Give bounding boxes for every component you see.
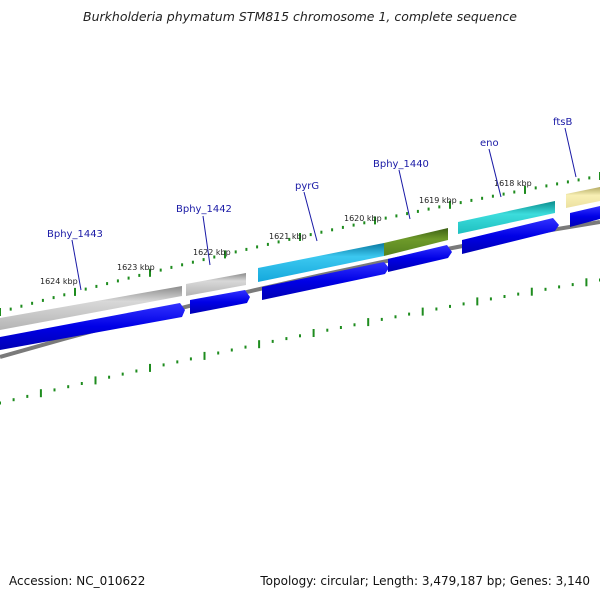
cds-arrow-eno[interactable] (462, 218, 559, 254)
gene-label-ftsb[interactable]: ftsB (553, 117, 572, 128)
scale-labels: 1624 kbp 1623 kbp 1622 kbp 1621 kbp 1620… (40, 179, 532, 286)
cds-track (0, 206, 600, 350)
scale-label: 1621 kbp (269, 232, 307, 241)
gene-labels: Bphy_1443 Bphy_1442 pyrG Bphy_1440 eno f… (47, 117, 572, 240)
scale-label: 1618 kbp (494, 179, 532, 188)
leader-line-pyrg (303, 191, 318, 242)
scale-label: 1620 kbp (344, 214, 382, 223)
topology-summary: Topology: circular; Length: 3,479,187 bp… (260, 574, 590, 588)
gene-label-pyrg[interactable]: pyrG (295, 181, 319, 192)
gene-label-bphy-1443[interactable]: Bphy_1443 (47, 229, 103, 240)
cds-arrow-bphy-1440[interactable] (388, 245, 452, 272)
leader-line-eno (488, 148, 502, 198)
map-title: Burkholderia phymatum STM815 chromosome … (83, 9, 517, 24)
gene-leader-lines (71, 127, 577, 291)
gene-label-bphy-1442[interactable]: Bphy_1442 (176, 204, 232, 215)
cds-arrow-pyrg[interactable] (262, 262, 389, 300)
scale-label: 1622 kbp (193, 248, 231, 257)
gene-bar-pyrg[interactable] (258, 243, 384, 282)
gene-bar-eno[interactable] (458, 201, 555, 234)
scale-ticks-upper (0, 172, 600, 316)
gene-bar-ftsb[interactable] (566, 187, 600, 208)
leader-line-ftsb (564, 127, 577, 178)
cds-arrow-bphy-1442[interactable] (190, 290, 250, 314)
leader-line-bphy-1442 (202, 215, 211, 266)
scale-label: 1624 kbp (40, 277, 78, 286)
scale-label: 1623 kbp (117, 263, 155, 272)
gene-label-eno[interactable]: eno (480, 138, 499, 149)
scale-label: 1619 kbp (419, 196, 457, 205)
leader-line-bphy-1443 (71, 239, 82, 291)
cds-arrow-bphy-1443[interactable] (0, 303, 185, 350)
cds-arrow-ftsb[interactable] (570, 206, 600, 227)
accession-text: Accession: NC_010622 (9, 574, 146, 588)
gene-bar-bphy-1442[interactable] (186, 273, 246, 296)
scale-ticks-lower (0, 278, 600, 405)
gene-track (0, 187, 600, 330)
gene-label-bphy-1440[interactable]: Bphy_1440 (373, 159, 429, 170)
gene-bar-bphy-1440[interactable] (384, 228, 448, 256)
leader-line-bphy-1440 (398, 169, 411, 220)
gene-bar-bphy-1443[interactable] (0, 286, 182, 330)
